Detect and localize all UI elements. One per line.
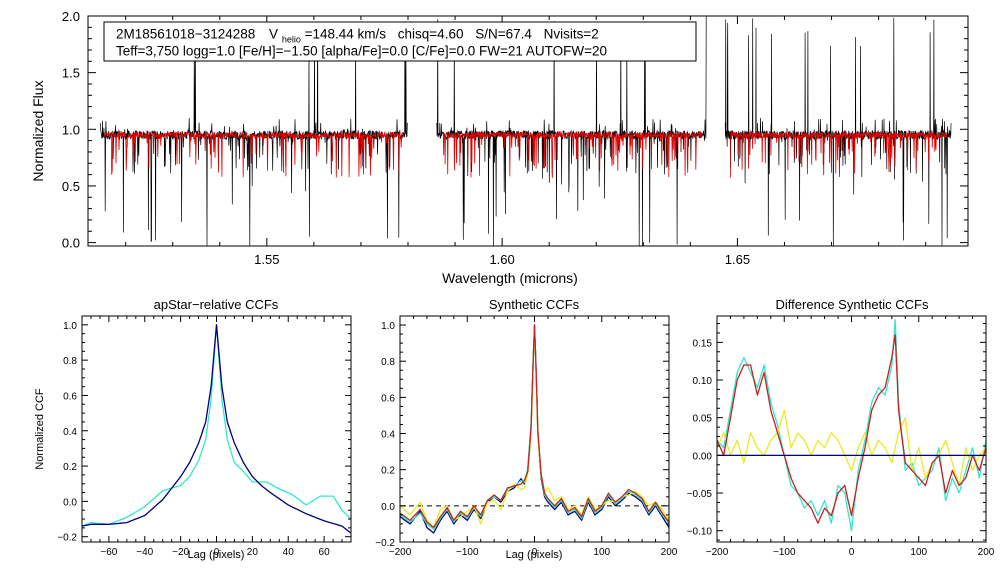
y-tick-label: 1.5 xyxy=(62,66,80,81)
vhelio-value: =148.44 km/s xyxy=(305,27,387,42)
y-tick-label: −0.05 xyxy=(687,489,713,500)
info-line-2: Teff=3,750 logg=1.0 [Fe/H]=−1.50 [alpha/… xyxy=(116,44,607,59)
synthetic-ccf-title: Synthetic CCFs xyxy=(489,297,580,312)
synthetic-ccf-panel: Synthetic CCFs −200 −100 0 100 200 −0.2 0.0 0.2… xyxy=(375,297,678,561)
x-tick-label: −200 xyxy=(706,547,729,558)
x-tick-label: −60 xyxy=(100,547,117,558)
difference-ccf-panel: Difference Synthetic CCFs −200 −100 0 100 20… xyxy=(687,297,995,558)
y-tick-label: 0.2 xyxy=(63,462,77,473)
x-tick-label: 60 xyxy=(319,547,331,558)
x-tick-label: 40 xyxy=(283,547,295,558)
synthetic-ccf-x-axis-title: Lag (pixels) xyxy=(506,549,563,561)
x-tick-label: 1.60 xyxy=(489,252,514,267)
spectrum-tick-layer: 1.55 1.60 1.65 0.0 0.5 1.0 1.5 2.0 xyxy=(62,9,968,267)
y-tick-label: 2.0 xyxy=(62,9,80,24)
x-tick-label: 0 xyxy=(214,547,220,558)
ccf-series-line xyxy=(716,409,987,487)
spectrum-data-layer xyxy=(99,15,952,247)
ccf-series-line xyxy=(399,324,670,530)
snr-value: S/N=67.4 xyxy=(475,27,532,42)
nvisits-value: Nvisits=2 xyxy=(544,27,599,42)
y-tick-label: −0.10 xyxy=(687,527,713,538)
y-tick-label: 0.8 xyxy=(63,356,77,367)
y-tick-label: −0.2 xyxy=(375,538,395,549)
apstar-ccf-x-axis-title: Lag (pixels) xyxy=(188,549,245,561)
ccf-series-line xyxy=(399,324,670,534)
x-tick-label: 0 xyxy=(532,547,538,558)
apstar-ccf-plot-frame xyxy=(81,315,352,543)
x-tick-label: 100 xyxy=(910,547,927,558)
chisq-value: chisq=4.60 xyxy=(398,27,464,42)
difference-ccf-tick-layer: −200 −100 0 100 200 −0.10 −0.05 0.00 0.05 0.10 0.1… xyxy=(687,316,995,558)
x-tick-label: 200 xyxy=(661,547,678,558)
x-tick-label: 200 xyxy=(978,547,995,558)
info-box xyxy=(103,21,697,62)
x-tick-label: 100 xyxy=(593,547,610,558)
x-tick-label: −100 xyxy=(456,547,479,558)
star-id: 2M18561018−3124288 xyxy=(116,27,255,42)
ccf-series-line xyxy=(81,324,352,534)
spectrum-plot-frame xyxy=(87,15,969,247)
y-tick-label: 0.10 xyxy=(693,376,713,387)
synthetic-ccf-data-layer xyxy=(399,324,670,534)
vhelio-subscript: helio xyxy=(282,35,301,45)
ccf-series-line xyxy=(399,324,670,529)
y-tick-label: 0.0 xyxy=(381,502,395,513)
spectrum-model-segment xyxy=(730,130,948,178)
apstar-ccf-tick-layer: −60 −40 −20 0 20 40 60 −0.2 0.0 0.2 0.4 0.6 0.8 1.0 xyxy=(57,315,352,558)
x-tick-label: 1.65 xyxy=(725,252,750,267)
y-tick-label: 0.6 xyxy=(381,393,395,404)
spectrum-model-segment xyxy=(104,131,404,178)
spectrum-panel: 1.55 1.60 1.65 0.0 0.5 1.0 1.5 2.0 2M18561018−3… xyxy=(30,9,969,286)
y-tick-label: 0.15 xyxy=(693,338,713,349)
apstar-ccf-y-axis-title: Normalized CCF xyxy=(34,388,46,470)
y-tick-label: 1.0 xyxy=(62,122,80,137)
difference-ccf-data-layer xyxy=(716,319,987,532)
y-tick-label: 0.0 xyxy=(63,497,77,508)
spectrum-observed-segment xyxy=(436,15,707,247)
y-tick-label: 0.2 xyxy=(381,466,395,477)
x-tick-label: −20 xyxy=(172,547,189,558)
y-tick-label: 0.4 xyxy=(63,427,77,438)
y-tick-label: 0.00 xyxy=(693,451,713,462)
vhelio-prefix: V xyxy=(269,27,278,42)
apstar-ccf-title: apStar−relative CCFs xyxy=(154,297,279,312)
spectrum-model-segment xyxy=(442,130,703,178)
y-tick-label: 0.8 xyxy=(381,357,395,368)
ccf-series-line xyxy=(399,324,670,529)
y-tick-label: 0.4 xyxy=(381,430,395,441)
info-line-1: 2M18561018−3124288 V helio =148.44 km/s … xyxy=(116,27,599,46)
y-tick-label: 0.05 xyxy=(693,414,713,425)
difference-ccf-title: Difference Synthetic CCFs xyxy=(776,297,929,312)
x-tick-label: 20 xyxy=(247,547,259,558)
y-tick-label: 0.6 xyxy=(63,391,77,402)
synthetic-ccf-plot-frame xyxy=(399,315,670,543)
ccf-series-line xyxy=(81,324,352,527)
ccf-series-line xyxy=(716,319,987,532)
spectrum-observed-segment xyxy=(724,17,952,247)
x-tick-label: 1.55 xyxy=(254,252,279,267)
spectrum-y-axis-title: Normalized Flux xyxy=(30,80,46,181)
synthetic-ccf-tick-layer: −200 −100 0 100 200 −0.2 0.0 0.2 0.4 0.6 0.8 1.0 xyxy=(375,315,678,558)
y-tick-label: −0.2 xyxy=(57,533,77,544)
x-tick-label: −100 xyxy=(773,547,796,558)
y-tick-label: 1.0 xyxy=(63,321,77,332)
x-tick-label: −200 xyxy=(389,547,412,558)
difference-ccf-plot-frame xyxy=(716,315,987,543)
y-tick-label: 0.5 xyxy=(62,179,80,194)
apstar-ccf-panel: apStar−relative CCFs −60 −40 −20 0 20 40 60 −0.… xyxy=(34,297,352,561)
spectrum-x-axis-title: Wavelength (microns) xyxy=(442,270,578,286)
x-tick-label: −40 xyxy=(136,547,153,558)
x-tick-label: 0 xyxy=(849,547,855,558)
y-tick-label: 0.0 xyxy=(62,236,80,251)
apstar-ccf-data-layer xyxy=(81,324,352,534)
ccf-series-line xyxy=(716,334,987,524)
y-tick-label: 1.0 xyxy=(381,321,395,332)
